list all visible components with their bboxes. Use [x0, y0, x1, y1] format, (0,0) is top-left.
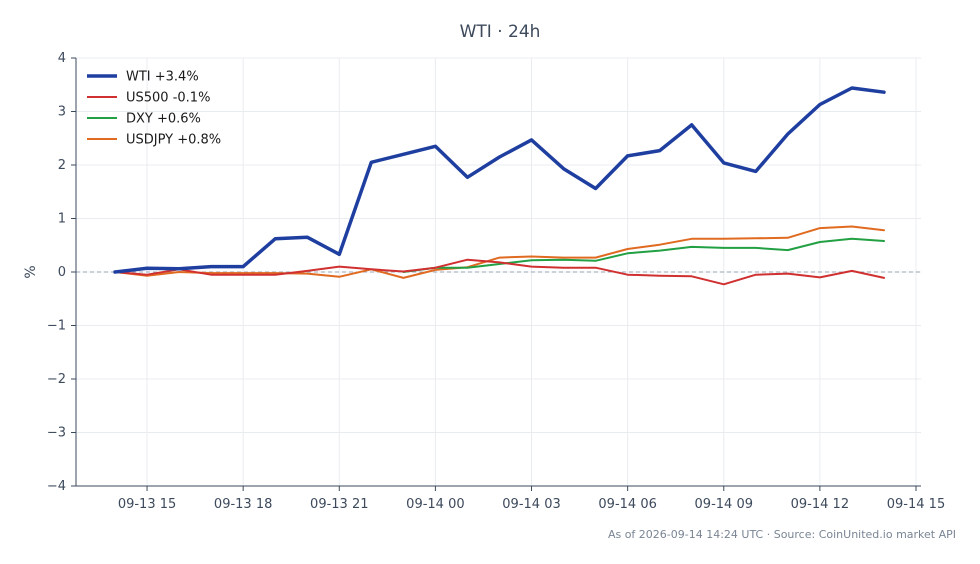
y-tick-label: −4	[47, 479, 66, 494]
x-tick-label: 09-13 21	[310, 497, 368, 512]
legend: WTI +3.4% US500 -0.1% DXY +0.6% USDJPY +0.8…	[87, 70, 221, 148]
y-tick-label: 3	[58, 105, 66, 120]
y-tick-label: −2	[47, 372, 66, 387]
legend-label-usdjpy: USDJPY +0.8%	[126, 133, 221, 148]
series-line-wti	[113, 86, 886, 274]
y-axis-label: %	[23, 265, 39, 278]
x-tick-label: 09-14 12	[791, 497, 849, 512]
series-line-dxy	[402, 237, 885, 273]
legend-label-us500: US500 -0.1%	[126, 91, 210, 106]
x-tick-label: 09-14 15	[887, 497, 945, 512]
series-line-us500	[114, 258, 885, 286]
y-tick-label: 4	[58, 51, 66, 66]
y-tick-label: 0	[58, 265, 66, 280]
y-tick-label: 2	[58, 158, 66, 173]
x-tick-label: 09-14 09	[695, 497, 753, 512]
y-tick-label: −1	[47, 319, 66, 334]
x-tick-label: 09-14 06	[598, 497, 656, 512]
series-lines	[113, 86, 886, 286]
x-tick-label: 09-13 18	[214, 497, 272, 512]
y-ticks: −4 −3 −2 −1 0 1 2 3 4	[47, 51, 76, 494]
x-tick-label: 09-13 15	[118, 497, 176, 512]
series-line-usdjpy	[114, 225, 885, 279]
y-tick-label: 1	[58, 212, 66, 227]
source-note: As of 2026-09-14 14:24 UTC · Source: Coi…	[608, 528, 956, 541]
x-ticks: 09-13 15 09-13 18 09-13 21 09-14 00 09-14 03…	[118, 486, 945, 512]
x-tick-label: 09-14 00	[406, 497, 464, 512]
chart-title: WTI · 24h	[460, 22, 541, 42]
y-tick-label: −3	[47, 426, 66, 441]
legend-label-wti: WTI +3.4%	[126, 70, 199, 85]
legend-label-dxy: DXY +0.6%	[126, 112, 201, 127]
x-tick-label: 09-14 03	[502, 497, 560, 512]
